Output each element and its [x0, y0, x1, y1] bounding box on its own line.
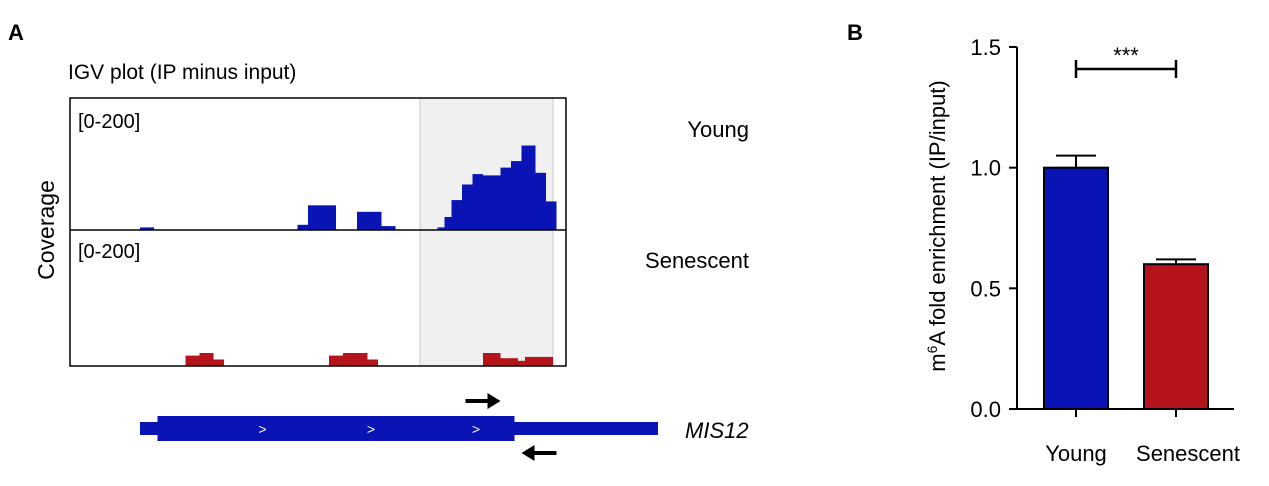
senescent-coverage-bin: [329, 355, 343, 366]
senescent-coverage-bin: [213, 359, 224, 366]
young-coverage-bin: [297, 224, 308, 230]
forward-primer-arrow: [487, 393, 501, 409]
senescent-coverage-bin: [525, 356, 553, 366]
senescent-coverage-bin: [483, 353, 501, 366]
y-axis-label-prefix: m: [925, 353, 950, 371]
igv-title: IGV plot (IP minus input): [68, 61, 296, 84]
strand-arrow: >: [472, 421, 480, 437]
young-coverage-bin: [444, 217, 452, 230]
y-axis-label-superscript: 6: [924, 345, 940, 353]
gene-cds: [157, 416, 515, 441]
strand-arrow: >: [367, 421, 375, 437]
young-coverage-bin: [451, 200, 462, 230]
young-coverage-bin: [483, 175, 501, 230]
bar-chart: 0.0 0.5 1.0 1.5 Young Senescent ***: [970, 35, 1240, 466]
significance-stars: ***: [1113, 43, 1139, 68]
strand-arrow: >: [258, 421, 266, 437]
igv-frame: [69, 97, 567, 367]
y-tick-label: 1.5: [970, 35, 1001, 60]
y-ticks: 0.0 0.5 1.0 1.5: [970, 35, 1017, 422]
gene-name: MIS12: [685, 418, 749, 443]
bar-senescent: [1143, 263, 1209, 411]
young-coverage-bin: [357, 211, 382, 230]
young-coverage-bin: [511, 161, 522, 230]
young-coverage-bin: [140, 227, 154, 230]
y-tick-label: 0.5: [970, 276, 1001, 301]
reverse-primer-arrow: [521, 445, 535, 461]
young-coverage-bin: [437, 227, 445, 230]
senescent-coverage-track: [185, 353, 553, 366]
y-tick-label: 1.0: [970, 156, 1001, 181]
x-tick-label-young: Young: [1045, 441, 1107, 466]
young-coverage-track: [140, 145, 557, 230]
young-track-name: Young: [687, 117, 749, 142]
young-track-range: [0-200]: [78, 111, 140, 133]
x-tick-label-senescent: Senescent: [1136, 441, 1240, 466]
young-coverage-bin: [472, 174, 483, 230]
young-coverage-bin: [462, 184, 473, 230]
senescent-coverage-bin: [343, 353, 368, 366]
young-coverage-bin: [500, 167, 511, 230]
panel-b-label: B: [847, 20, 863, 45]
senescent-coverage-bin: [199, 353, 214, 366]
young-coverage-bin: [535, 172, 546, 230]
y-axis-label-rest: A fold enrichment (IP/input): [925, 80, 950, 345]
senescent-track-range: [0-200]: [78, 241, 140, 263]
young-coverage-bin: [308, 205, 336, 230]
senescent-coverage-bin: [500, 358, 518, 366]
young-coverage-bin: [381, 226, 396, 230]
gene-model: > > >: [140, 393, 658, 461]
y-tick-label: 0.0: [970, 397, 1001, 422]
igv-plot: [0-200] Young [0-200] Senescent: [69, 97, 749, 367]
senescent-track-name: Senescent: [645, 248, 749, 273]
young-coverage-bin: [521, 145, 536, 230]
significance-bracket: ***: [1074, 43, 1178, 78]
senescent-coverage-bin: [518, 360, 525, 366]
y-axis-label: m6A fold enrichment (IP/input): [924, 80, 950, 371]
bar-young: [1043, 166, 1109, 410]
young-coverage-bin: [546, 201, 557, 230]
highlight-region: [419, 97, 554, 367]
senescent-coverage-bin: [367, 359, 378, 366]
coverage-axis-label: Coverage: [33, 180, 59, 280]
panel-a-label: A: [8, 20, 24, 45]
senescent-coverage-bin: [185, 355, 200, 366]
bars: Young Senescent: [1043, 154, 1240, 466]
